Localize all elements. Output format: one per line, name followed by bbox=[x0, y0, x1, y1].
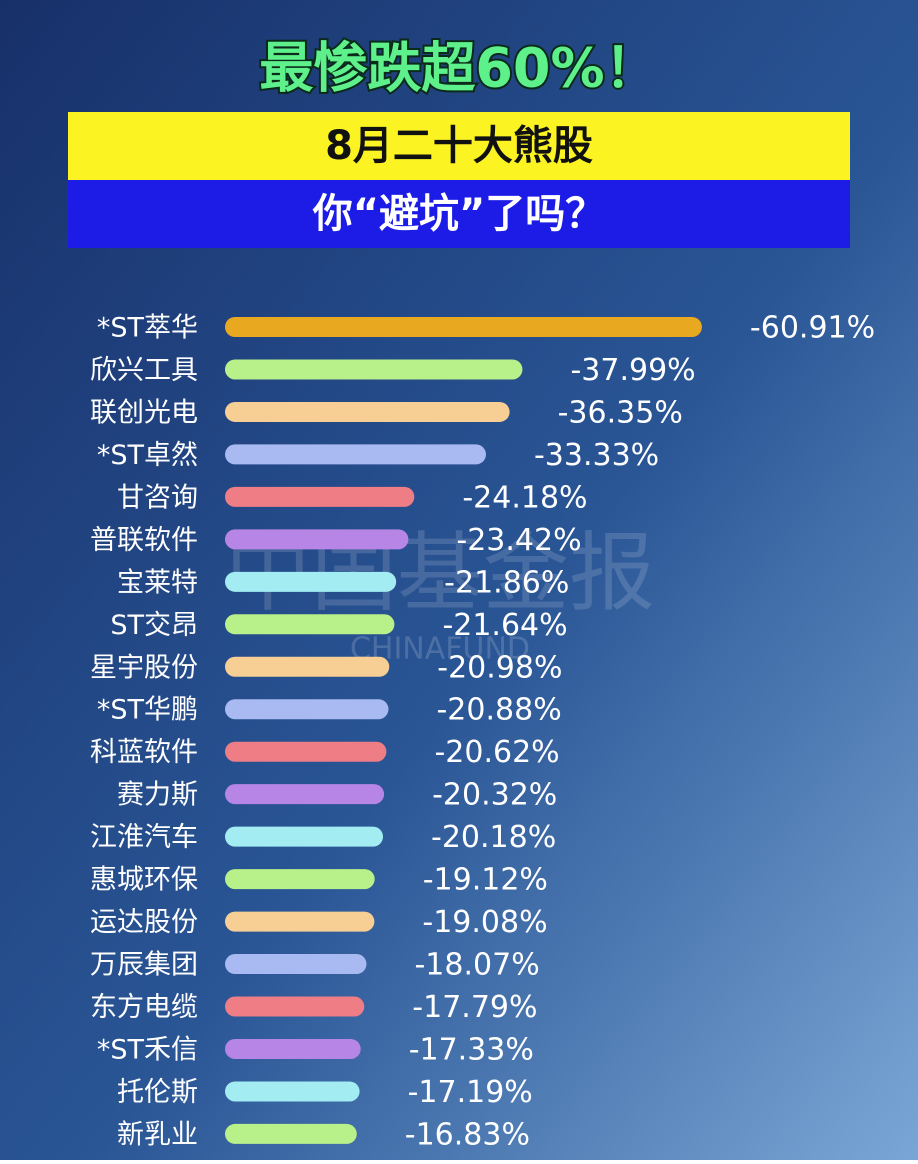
value-label: -20.88% bbox=[436, 693, 561, 728]
category-label: 联创光电 bbox=[90, 397, 198, 428]
value-label: -20.98% bbox=[437, 650, 562, 685]
category-label: *ST卓然 bbox=[97, 440, 198, 471]
category-label: *ST萃华 bbox=[97, 313, 198, 344]
bar bbox=[225, 571, 397, 592]
bar bbox=[225, 444, 486, 465]
value-label: -21.64% bbox=[442, 608, 567, 643]
bar bbox=[225, 656, 390, 677]
value-label: -33.33% bbox=[534, 438, 659, 473]
category-label: 赛力斯 bbox=[117, 780, 198, 811]
subtitle: 8月二十大熊股 bbox=[325, 123, 593, 169]
value-label: -20.32% bbox=[432, 778, 557, 813]
subtitle: 你“避坑”了吗？ bbox=[312, 191, 606, 237]
category-label: *ST禾信 bbox=[97, 1034, 198, 1065]
value-label: -17.33% bbox=[409, 1032, 534, 1067]
bar bbox=[225, 1081, 360, 1102]
bar bbox=[225, 486, 415, 507]
bar bbox=[225, 869, 375, 890]
bar bbox=[225, 954, 367, 975]
category-label: 甘咨询 bbox=[117, 482, 198, 513]
bar bbox=[225, 826, 384, 847]
category-label: 东方电缆 bbox=[90, 992, 198, 1023]
category-label: 运达股份 bbox=[90, 907, 198, 938]
value-label: -19.12% bbox=[423, 863, 548, 898]
value-label: -23.42% bbox=[456, 523, 581, 558]
value-label: -17.19% bbox=[408, 1075, 533, 1110]
bar-group: *ST萃华 -60.91% 欣兴工具 -37.99% 联创光电 -36.35% *ST卓然 -… bbox=[90, 311, 875, 1153]
bar bbox=[225, 699, 389, 720]
category-label: 普联软件 bbox=[90, 525, 198, 556]
subtitle-box bbox=[68, 112, 850, 180]
chart-title: 最惨跌超60%！ bbox=[259, 37, 658, 100]
category-label: 万辰集团 bbox=[90, 950, 198, 981]
value-label: -20.62% bbox=[434, 735, 559, 770]
category-label: 欣兴工具 bbox=[90, 355, 198, 386]
value-label: -60.91% bbox=[750, 311, 875, 346]
value-label: -21.86% bbox=[444, 565, 569, 600]
bar bbox=[225, 317, 702, 337]
category-label: 惠城环保 bbox=[90, 865, 198, 896]
bar bbox=[225, 784, 385, 805]
subtitle-box bbox=[68, 180, 850, 248]
value-label: -16.83% bbox=[405, 1117, 530, 1152]
value-label: -19.08% bbox=[422, 905, 547, 940]
category-label: *ST华鹏 bbox=[97, 695, 198, 726]
bar bbox=[225, 996, 365, 1017]
value-label: -37.99% bbox=[570, 353, 695, 388]
value-label: -17.79% bbox=[412, 990, 537, 1025]
bar bbox=[225, 529, 409, 550]
value-label: -24.18% bbox=[462, 480, 587, 515]
category-label: 星宇股份 bbox=[90, 652, 198, 683]
bar bbox=[225, 911, 375, 932]
category-label: 新乳业 bbox=[117, 1119, 198, 1150]
category-label: 科蓝软件 bbox=[90, 737, 198, 768]
bar bbox=[225, 614, 395, 635]
bar bbox=[225, 401, 510, 422]
category-label: 宝莱特 bbox=[117, 567, 198, 598]
bar bbox=[225, 741, 387, 762]
value-label: -18.07% bbox=[414, 948, 539, 983]
bar bbox=[225, 1038, 361, 1059]
category-label: 江淮汽车 bbox=[90, 822, 198, 853]
value-label: -20.18% bbox=[431, 820, 556, 855]
value-label: -36.35% bbox=[558, 395, 683, 430]
category-label: 托伦斯 bbox=[117, 1077, 198, 1108]
category-label: ST交昂 bbox=[110, 610, 198, 641]
bar bbox=[225, 1123, 357, 1144]
bar bbox=[225, 359, 523, 380]
